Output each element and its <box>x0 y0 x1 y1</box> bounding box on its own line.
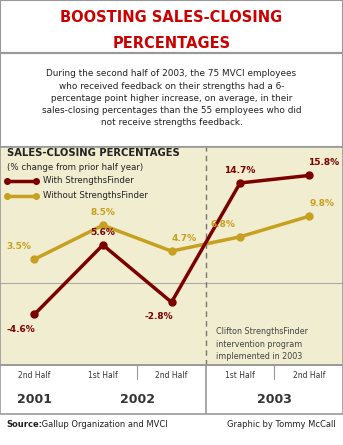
Text: PERCENTAGES: PERCENTAGES <box>113 36 230 51</box>
Text: 15.8%: 15.8% <box>308 158 339 167</box>
Text: 1st Half: 1st Half <box>225 371 255 380</box>
Text: 4.7%: 4.7% <box>171 234 197 243</box>
Text: Gallup Organization and MVCI: Gallup Organization and MVCI <box>39 420 168 429</box>
Text: With StrengthsFinder: With StrengthsFinder <box>43 176 134 185</box>
Text: -2.8%: -2.8% <box>145 312 174 321</box>
Text: 6.8%: 6.8% <box>211 220 235 229</box>
Text: 9.8%: 9.8% <box>310 199 335 208</box>
Text: 1st Half: 1st Half <box>88 371 118 380</box>
Text: 2001: 2001 <box>17 393 52 406</box>
Text: 2002: 2002 <box>120 393 155 406</box>
Text: Graphic by Tommy McCall: Graphic by Tommy McCall <box>227 420 336 429</box>
Text: 8.5%: 8.5% <box>91 208 115 217</box>
Text: During the second half of 2003, the 75 MVCI employees
who received feedback on t: During the second half of 2003, the 75 M… <box>42 69 301 127</box>
Text: 2nd Half: 2nd Half <box>18 371 50 380</box>
Text: SALES-CLOSING PERCENTAGES: SALES-CLOSING PERCENTAGES <box>7 148 180 158</box>
Text: Clifton StrengthsFinder
intervention program
implemented in 2003: Clifton StrengthsFinder intervention pro… <box>216 328 308 361</box>
Text: Source:: Source: <box>7 420 43 429</box>
Text: BOOSTING SALES-CLOSING: BOOSTING SALES-CLOSING <box>60 10 283 24</box>
Text: 5.6%: 5.6% <box>91 228 115 237</box>
Text: 2nd Half: 2nd Half <box>155 371 188 380</box>
Text: -4.6%: -4.6% <box>6 325 35 334</box>
Text: 14.7%: 14.7% <box>224 166 256 175</box>
Text: Without StrengthsFinder: Without StrengthsFinder <box>43 191 148 200</box>
Text: (% change from prior half year): (% change from prior half year) <box>7 163 143 172</box>
Text: 2003: 2003 <box>257 393 292 406</box>
Text: 2nd Half: 2nd Half <box>293 371 325 380</box>
Text: 3.5%: 3.5% <box>7 242 32 251</box>
